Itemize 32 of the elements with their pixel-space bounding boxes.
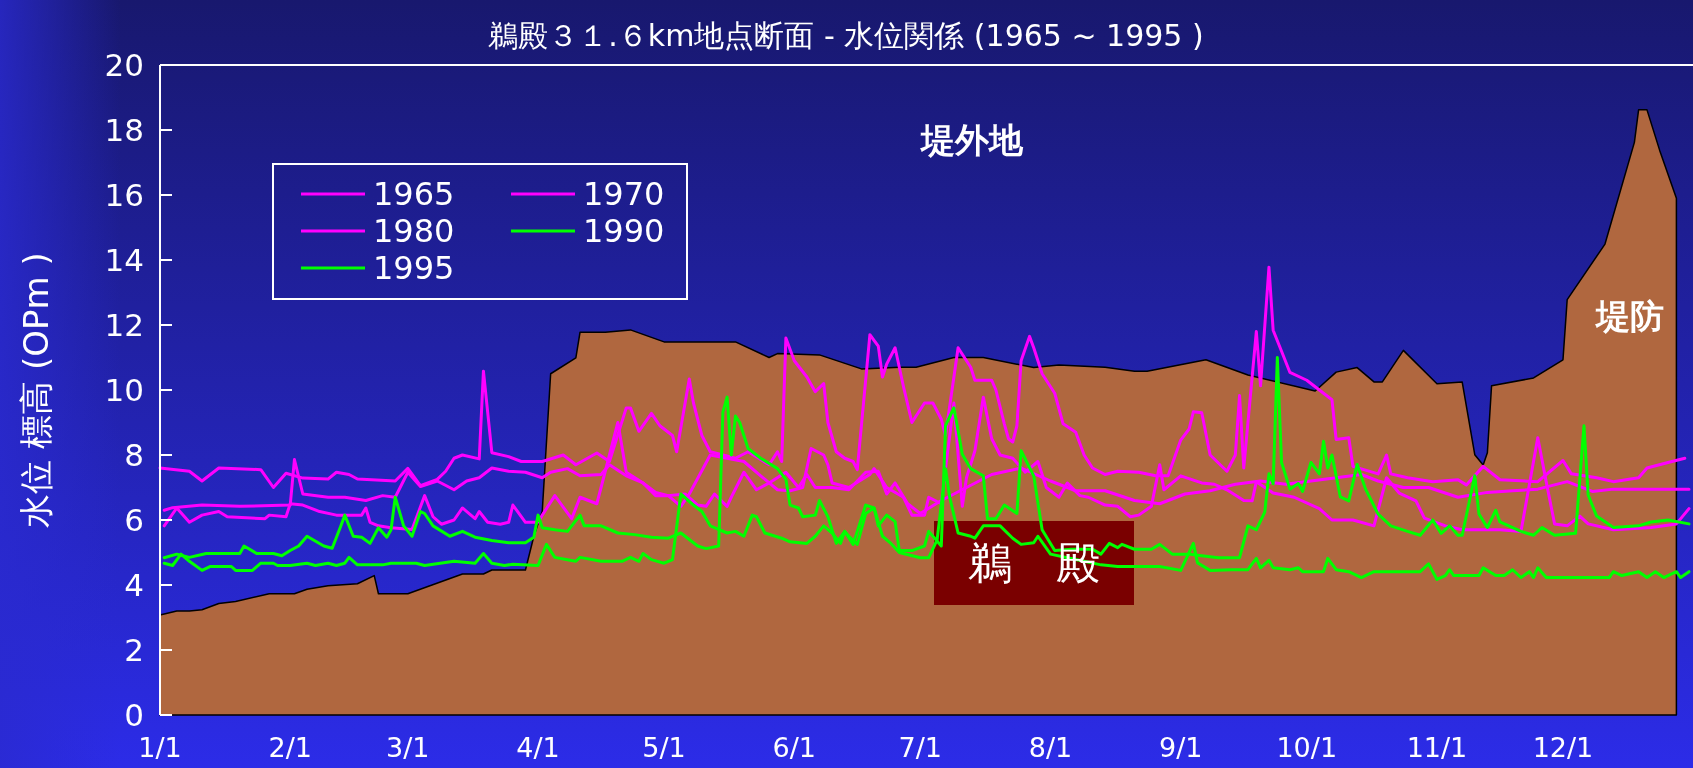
x-tick-label: 7/1 <box>898 732 943 763</box>
y-tick-label: 12 <box>104 307 144 343</box>
x-tick-label: 4/1 <box>516 732 560 763</box>
y-tick-label: 8 <box>124 437 144 473</box>
legend-label: 1980 <box>373 212 455 250</box>
y-tick-label: 4 <box>124 567 144 603</box>
legend-label: 1990 <box>583 212 665 250</box>
y-tick-label: 2 <box>124 632 144 668</box>
x-tick-label: 3/1 <box>386 732 430 763</box>
x-tick-label: 1/1 <box>138 732 182 763</box>
legend-label: 1965 <box>373 175 455 213</box>
x-tick-label: 12/1 <box>1532 732 1594 763</box>
y-tick-label: 6 <box>124 502 144 538</box>
y-tick-label: 18 <box>104 112 144 148</box>
x-tick-label: 5/1 <box>642 732 686 763</box>
x-tick-label: 11/1 <box>1406 732 1468 763</box>
y-tick-label: 10 <box>104 372 144 408</box>
legend-label: 1995 <box>373 249 455 287</box>
x-tick-label: 8/1 <box>1028 732 1073 763</box>
y-tick-label: 16 <box>104 177 144 213</box>
y-tick-label: 14 <box>104 242 144 278</box>
y-tick-label: 0 <box>124 697 144 733</box>
y-axis-title: 水位 標高 (OPm ) <box>16 252 56 528</box>
y-tick-label: 20 <box>104 47 144 83</box>
chart-title: 鵜殿３１.６km地点断面 - 水位関係 (1965 ~ 1995 ) <box>488 18 1204 53</box>
x-tick-label: 9/1 <box>1159 732 1203 763</box>
legend-label: 1970 <box>583 175 665 213</box>
x-tick-label: 10/1 <box>1276 732 1338 763</box>
annotation: 堤外地 <box>919 120 1024 160</box>
x-tick-label: 2/1 <box>268 732 312 763</box>
annotation: 堤防 <box>1594 296 1664 336</box>
x-tick-label: 6/1 <box>772 732 817 763</box>
